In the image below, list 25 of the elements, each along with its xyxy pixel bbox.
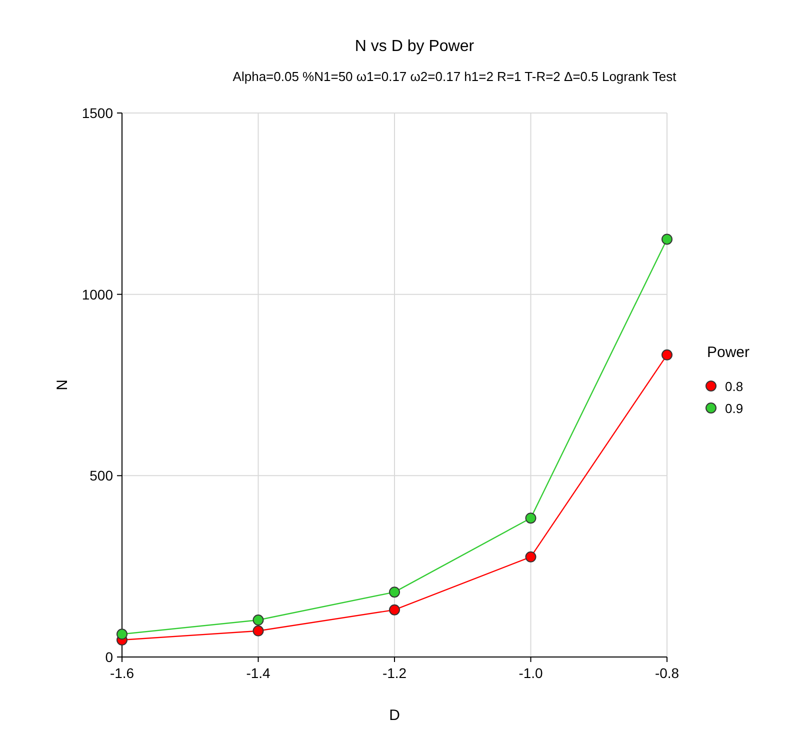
x-tick-label: -1.2 bbox=[382, 665, 407, 681]
point bbox=[662, 349, 672, 360]
x-tick-label: -1.6 bbox=[110, 665, 134, 681]
x-tick-label: -1.4 bbox=[246, 665, 271, 681]
point bbox=[662, 234, 672, 245]
y-axis-title: N bbox=[54, 380, 71, 390]
legend-label: 0.9 bbox=[725, 401, 744, 416]
y-tick-label: 1000 bbox=[82, 286, 114, 302]
chart-subtitle: Alpha=0.05 %N1=50 ω1=0.17 ω2=0.17 h1=2 R=1 T-R=2 Δ=0.5 Logrank Test bbox=[232, 69, 677, 84]
legend-label: 0.8 bbox=[725, 379, 744, 394]
point bbox=[116, 628, 128, 640]
point bbox=[389, 586, 400, 598]
x-tick-label: -1.0 bbox=[518, 665, 544, 681]
point bbox=[525, 512, 536, 524]
chart-title: N vs D by Power bbox=[354, 38, 475, 55]
x-tick-label: -0.8 bbox=[654, 665, 680, 681]
point bbox=[252, 625, 264, 636]
y-tick-label: 500 bbox=[90, 468, 114, 484]
y-tick-label: 1500 bbox=[82, 105, 114, 121]
x-axis-title: D bbox=[389, 707, 400, 724]
y-tick-label: 0 bbox=[105, 649, 114, 665]
point bbox=[525, 551, 536, 562]
point bbox=[389, 604, 400, 616]
legend-title: Power bbox=[707, 344, 750, 361]
point bbox=[252, 614, 264, 626]
